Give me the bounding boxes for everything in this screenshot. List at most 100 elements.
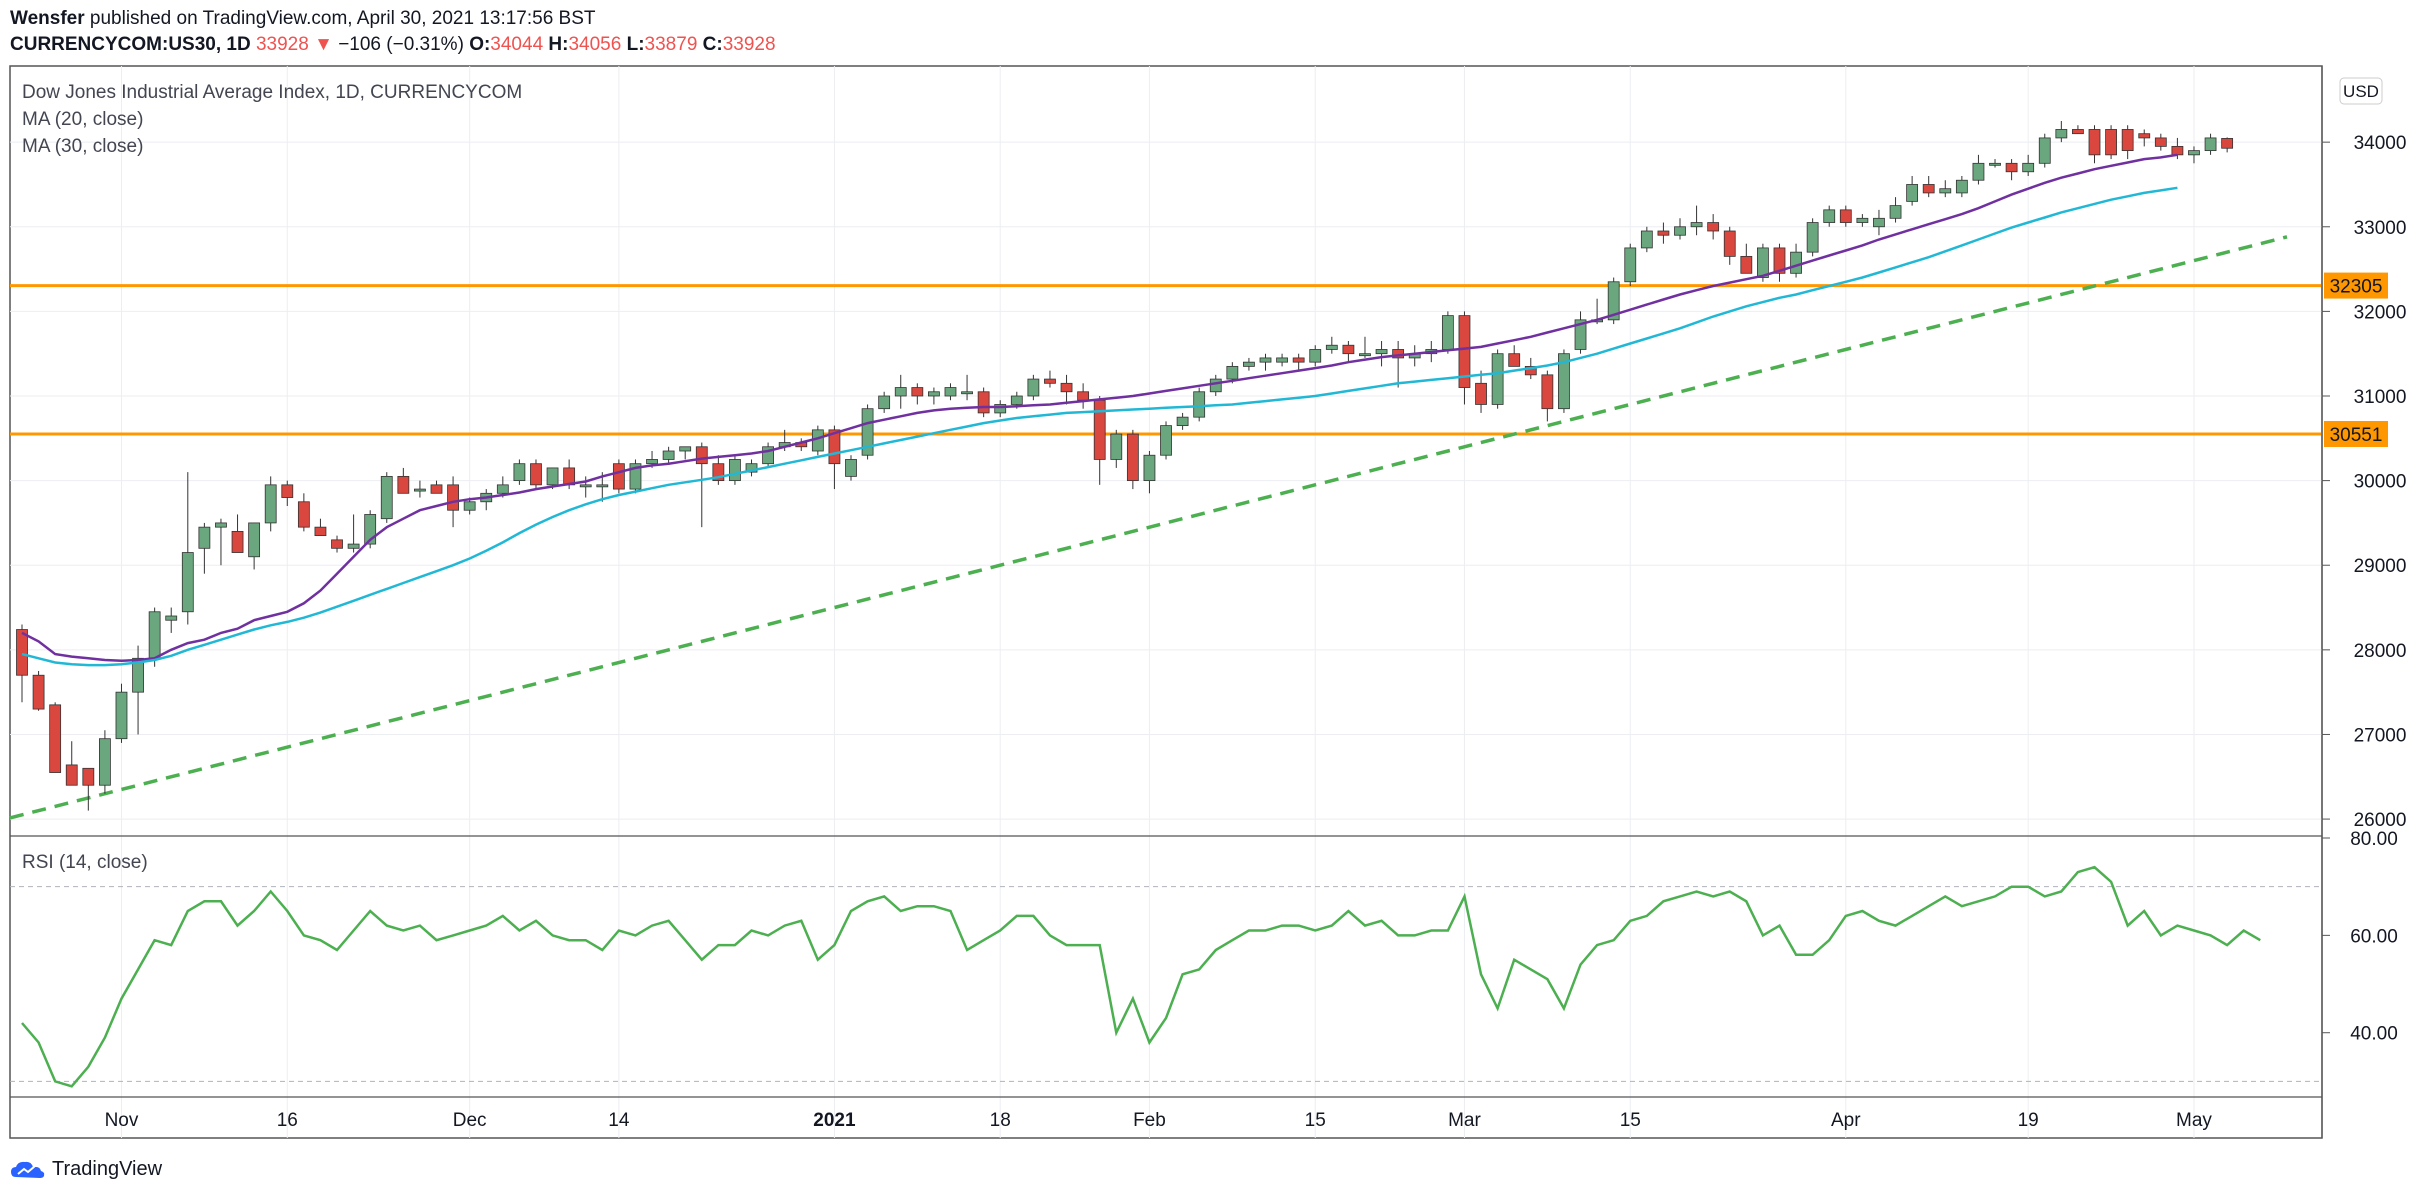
candle-body[interactable] xyxy=(49,704,62,773)
candle-body[interactable] xyxy=(248,522,261,558)
currency-badge[interactable] xyxy=(2339,77,2383,105)
candle-body[interactable] xyxy=(977,391,990,414)
uptrend-line[interactable] xyxy=(9,235,2288,820)
legend-ma20[interactable]: MA (20, close) xyxy=(22,109,144,130)
candle-body[interactable] xyxy=(1126,433,1139,482)
candle-body[interactable] xyxy=(181,552,194,613)
candle-body[interactable] xyxy=(1839,209,1852,223)
candle-body[interactable] xyxy=(1441,315,1454,350)
candle-body[interactable] xyxy=(1325,344,1338,350)
candle-body[interactable] xyxy=(1690,222,1703,228)
candle-body[interactable] xyxy=(1790,251,1802,274)
candle-body[interactable] xyxy=(1375,349,1388,355)
legend-rsi[interactable]: RSI (14, close) xyxy=(22,852,148,873)
candle-body[interactable] xyxy=(380,475,393,520)
candle-body[interactable] xyxy=(1674,226,1686,236)
candle-body[interactable] xyxy=(828,429,841,465)
chart-title[interactable]: Dow Jones Industrial Average Index, 1D, … xyxy=(22,82,523,103)
candle-body[interactable] xyxy=(911,387,924,397)
candle-body[interactable] xyxy=(928,391,940,397)
candle-body[interactable] xyxy=(579,484,592,488)
candle-body[interactable] xyxy=(1972,162,1985,181)
candle-body[interactable] xyxy=(1906,184,1919,202)
candle-body[interactable] xyxy=(82,767,95,786)
candle-body[interactable] xyxy=(1209,378,1222,393)
candle-body[interactable] xyxy=(1707,222,1720,232)
candle-body[interactable] xyxy=(463,501,476,511)
candle-body[interactable] xyxy=(2105,129,2117,156)
candle-body[interactable] xyxy=(745,463,758,473)
candle-body[interactable] xyxy=(1077,391,1090,401)
candle-body[interactable] xyxy=(231,530,244,553)
candle-body[interactable] xyxy=(546,467,559,486)
rsi-line[interactable] xyxy=(21,865,2261,1088)
candle-body[interactable] xyxy=(165,615,178,621)
candle-body[interactable] xyxy=(2038,137,2051,164)
candle-body[interactable] xyxy=(2055,129,2068,139)
candle-body[interactable] xyxy=(695,446,708,465)
candle-body[interactable] xyxy=(513,463,526,482)
candle-body[interactable] xyxy=(1160,425,1172,456)
candle-body[interactable] xyxy=(2022,162,2035,173)
candle-body[interactable] xyxy=(1889,205,1902,219)
candle-body[interactable] xyxy=(397,475,410,494)
candle-body[interactable] xyxy=(1640,230,1653,249)
candle-body[interactable] xyxy=(1143,454,1156,482)
candle-body[interactable] xyxy=(2121,129,2134,152)
candle-body[interactable] xyxy=(198,526,211,549)
candle-body[interactable] xyxy=(2088,129,2101,156)
candle-body[interactable] xyxy=(297,501,310,528)
candle-body[interactable] xyxy=(1574,319,1587,350)
candle-body[interactable] xyxy=(878,395,891,410)
candle-body[interactable] xyxy=(1060,382,1073,393)
candle-body[interactable] xyxy=(2188,150,2200,156)
candle-body[interactable] xyxy=(264,484,277,524)
candle-body[interactable] xyxy=(1740,255,1753,274)
candle-body[interactable] xyxy=(1773,247,1786,274)
candle-body[interactable] xyxy=(861,408,874,456)
candle-body[interactable] xyxy=(1243,361,1255,367)
candle-body[interactable] xyxy=(1541,374,1554,410)
candle-body[interactable] xyxy=(1657,230,1670,236)
candle-body[interactable] xyxy=(612,463,625,490)
candle-body[interactable] xyxy=(2072,129,2084,135)
candle-body[interactable] xyxy=(1939,188,1952,194)
candle-body[interactable] xyxy=(2138,133,2151,139)
candle-body[interactable] xyxy=(1723,230,1736,257)
candle-body[interactable] xyxy=(845,459,857,477)
candle-body[interactable] xyxy=(994,404,1007,414)
candle-body[interactable] xyxy=(1873,217,1885,228)
candle-body[interactable] xyxy=(629,463,642,490)
candle-body[interactable] xyxy=(281,484,294,498)
candle-body[interactable] xyxy=(1823,209,1836,223)
candle-body[interactable] xyxy=(679,446,692,452)
candle-body[interactable] xyxy=(1524,365,1537,376)
candle-body[interactable] xyxy=(1624,247,1637,283)
candle-body[interactable] xyxy=(1193,391,1206,418)
candle-body[interactable] xyxy=(2204,137,2217,152)
candle-body[interactable] xyxy=(347,543,360,549)
candle-body[interactable] xyxy=(115,691,128,740)
author-name[interactable]: Wensfer xyxy=(10,8,85,29)
candle-body[interactable] xyxy=(1093,399,1106,460)
candle-body[interactable] xyxy=(132,657,144,693)
candle-body[interactable] xyxy=(2154,137,2167,147)
candle-body[interactable] xyxy=(1359,353,1371,357)
candle-body[interactable] xyxy=(944,387,957,397)
candle-body[interactable] xyxy=(1226,365,1239,380)
candle-body[interactable] xyxy=(215,522,227,528)
legend-ma30[interactable]: MA (30, close) xyxy=(22,136,144,157)
candle-body[interactable] xyxy=(1475,382,1487,405)
candle-body[interactable] xyxy=(1110,433,1123,460)
candle-body[interactable] xyxy=(1342,344,1355,355)
candle-body[interactable] xyxy=(1010,395,1023,405)
candle-body[interactable] xyxy=(2171,145,2184,156)
candle-body[interactable] xyxy=(1558,353,1570,410)
candle-body[interactable] xyxy=(99,738,111,786)
candle-body[interactable] xyxy=(414,488,426,492)
candle-body[interactable] xyxy=(1856,217,1869,223)
candle-body[interactable] xyxy=(1757,247,1769,278)
candle-body[interactable] xyxy=(1176,416,1189,427)
candle-body[interactable] xyxy=(447,484,459,511)
